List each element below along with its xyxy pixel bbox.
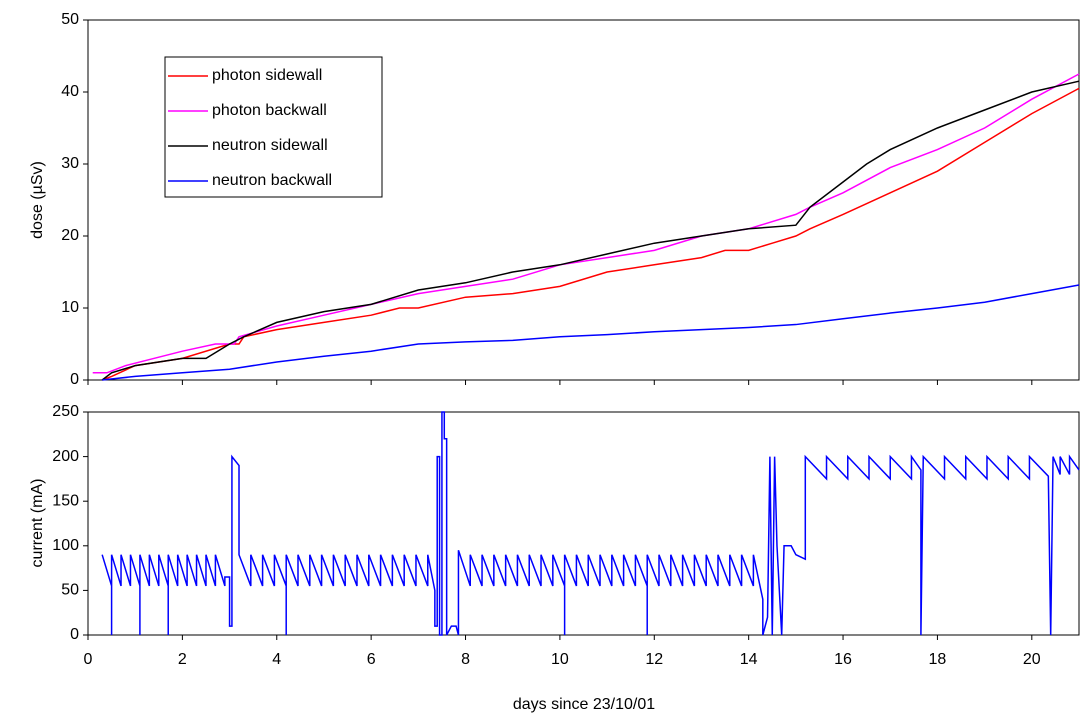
legend-label: neutron backwall — [212, 172, 332, 189]
plot-frame — [87, 19, 1080, 381]
data-line — [101, 411, 1080, 636]
y-axis-label: dose (µSv) — [29, 161, 46, 239]
legend-label: neutron sidewall — [212, 137, 328, 154]
x-tick-label: 16 — [834, 651, 852, 668]
x-tick-label: 2 — [178, 651, 187, 668]
y-tick-label: 20 — [61, 227, 79, 244]
x-tick-label: 8 — [461, 651, 470, 668]
x-tick-label: 0 — [84, 651, 93, 668]
plot-frame — [87, 411, 1080, 636]
y-axis-label: current (mA) — [29, 479, 46, 568]
y-tick-label: 40 — [61, 83, 79, 100]
y-tick-label: 30 — [61, 155, 79, 172]
y-tick-label: 0 — [70, 371, 79, 388]
y-tick-label: 200 — [52, 448, 79, 465]
x-tick-label: 18 — [929, 651, 947, 668]
data-line — [102, 284, 1080, 381]
x-tick-label: 6 — [367, 651, 376, 668]
legend-box — [164, 56, 383, 198]
x-tick-label: 4 — [272, 651, 281, 668]
legend-label: photon sidewall — [212, 67, 322, 84]
y-tick-label: 150 — [52, 492, 79, 509]
x-tick-label: 14 — [740, 651, 758, 668]
legend-label: photon backwall — [212, 102, 327, 119]
data-line — [92, 73, 1080, 374]
data-line — [101, 80, 1080, 381]
data-line — [101, 87, 1080, 381]
x-tick-label: 10 — [551, 651, 569, 668]
x-tick-label: 20 — [1023, 651, 1041, 668]
y-tick-label: 50 — [61, 11, 79, 28]
y-tick-label: 100 — [52, 537, 79, 554]
y-tick-label: 10 — [61, 299, 79, 316]
x-tick-label: 12 — [645, 651, 663, 668]
y-tick-label: 50 — [61, 582, 79, 599]
y-tick-label: 250 — [52, 403, 79, 420]
x-axis-label: days since 23/10/01 — [513, 696, 655, 713]
y-tick-label: 0 — [70, 626, 79, 643]
